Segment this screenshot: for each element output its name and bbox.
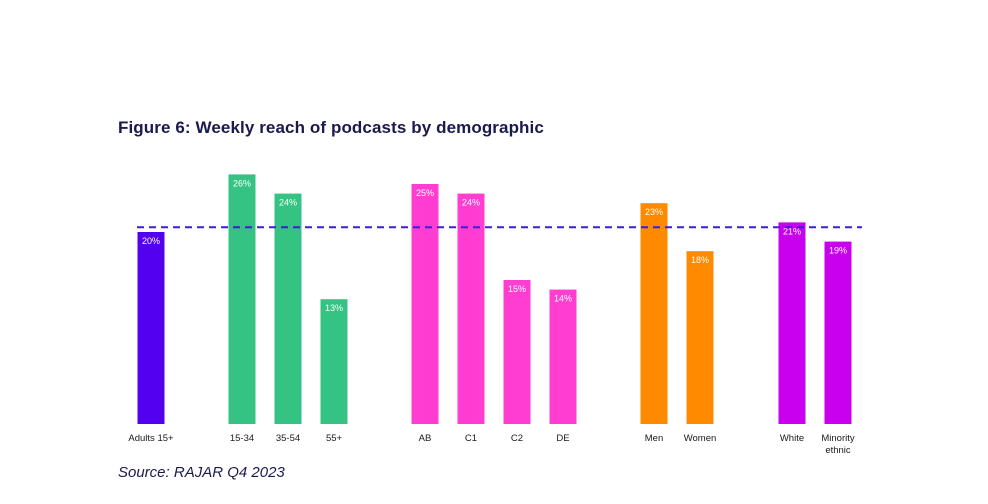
- x-tick-label: Men: [645, 433, 663, 444]
- bar: [228, 174, 256, 424]
- source-note: Source: RAJAR Q4 2023: [118, 464, 285, 481]
- x-tick-label: C2: [511, 433, 523, 444]
- bar: [824, 241, 852, 424]
- data-label: 25%: [416, 188, 434, 198]
- bar: [320, 299, 348, 424]
- bar: [778, 222, 806, 424]
- data-label: 24%: [462, 198, 480, 208]
- x-tick-label: 55+: [326, 433, 343, 444]
- bar: [274, 193, 302, 424]
- x-tick-label: 35-54: [276, 433, 300, 444]
- data-label: 13%: [325, 303, 343, 313]
- x-tick-label: Women: [684, 433, 717, 444]
- data-label: 24%: [279, 198, 297, 208]
- x-tick-label: DE: [556, 433, 569, 444]
- data-label: 20%: [142, 236, 160, 246]
- x-tick-label: AB: [419, 433, 432, 444]
- data-label: 21%: [783, 226, 801, 236]
- x-tick-label: C1: [465, 433, 477, 444]
- x-tick-label: 15-34: [230, 433, 254, 444]
- bar: [457, 193, 485, 424]
- bar: [411, 184, 439, 424]
- data-label: 15%: [508, 284, 526, 294]
- x-tick-label: Minority: [821, 433, 855, 444]
- data-label: 14%: [554, 294, 572, 304]
- chart-title: Figure 6: Weekly reach of podcasts by de…: [118, 118, 544, 137]
- x-tick-label: Adults 15+: [128, 433, 174, 444]
- bar: [503, 280, 531, 424]
- bar: [640, 203, 668, 424]
- bar: [137, 232, 165, 424]
- data-label: 26%: [233, 178, 251, 188]
- bar: [549, 289, 577, 424]
- x-tick-label: ethnic: [825, 445, 851, 456]
- x-tick-label: White: [780, 433, 804, 444]
- data-label: 19%: [829, 246, 847, 256]
- bar: [686, 251, 714, 424]
- data-label: 23%: [645, 207, 663, 217]
- data-label: 18%: [691, 255, 709, 265]
